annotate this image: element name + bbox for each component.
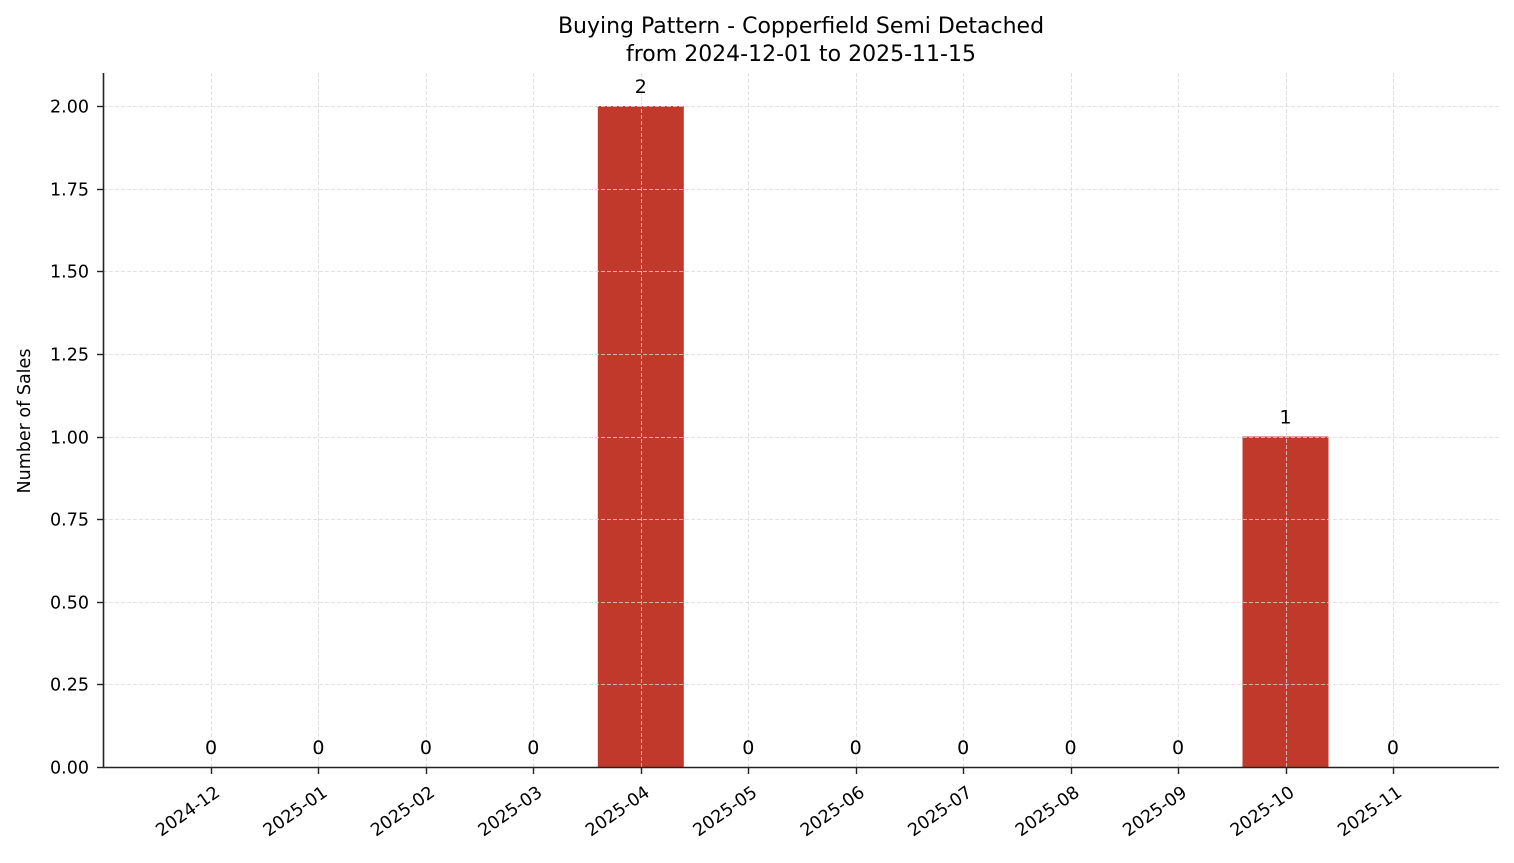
bar-value-label: 0: [420, 737, 432, 759]
x-tick-label: 2025-01: [260, 783, 331, 841]
y-axis-ticks: 0.00 0.25 0.50 0.75 1.00 1.25 1.50 1.75 2.00: [50, 98, 103, 779]
bar-value-labels: 0 0 0 0 2 0 0 0 0 0 1 0: [205, 76, 1399, 759]
x-tick-label: 2025-05: [690, 783, 761, 841]
bar-value-label: 0: [850, 737, 862, 759]
bar-value-label: 0: [312, 737, 324, 759]
bar-value-label: 0: [527, 737, 539, 759]
chart-subtitle: from 2024-12-01 to 2025-11-15: [626, 42, 976, 67]
x-tick-label: 2025-08: [1012, 783, 1083, 841]
bar-value-label: 0: [1387, 737, 1399, 759]
bar-value-label: 2: [635, 76, 647, 98]
x-tick-label: 2025-06: [797, 783, 868, 841]
x-tick-label: 2025-10: [1227, 783, 1298, 841]
bar-value-label: 0: [742, 737, 754, 759]
x-axis-ticks: 2024-12 2025-01 2025-02 2025-03 2025-04 2025-…: [152, 767, 1406, 841]
x-tick-label: 2025-03: [475, 783, 546, 841]
y-tick-label: 0.75: [50, 511, 89, 531]
bars: [597, 106, 1329, 768]
y-tick-label: 1.75: [50, 181, 89, 201]
y-tick-label: 1.00: [50, 429, 89, 449]
x-tick-label: 2025-09: [1120, 783, 1191, 841]
bar-2025-04: [597, 106, 684, 768]
horizontal-gridlines: [103, 106, 1499, 685]
y-axis-label: Number of Sales: [15, 349, 35, 494]
bar-2025-10: [1242, 436, 1329, 767]
bar-value-label: 0: [1172, 737, 1184, 759]
x-tick-label: 2025-07: [905, 783, 976, 841]
y-tick-label: 2.00: [50, 98, 89, 118]
x-tick-label: 2025-11: [1334, 783, 1405, 841]
x-tick-label: 2025-02: [367, 783, 438, 841]
chart-title: Buying Pattern - Copperfield Semi Detach…: [558, 14, 1044, 39]
bar-value-label: 0: [1065, 737, 1077, 759]
y-tick-label: 0.00: [50, 759, 89, 779]
bar-value-label: 1: [1279, 407, 1291, 429]
y-tick-label: 1.50: [50, 263, 89, 283]
bar-value-label: 0: [205, 737, 217, 759]
vertical-gridlines: [211, 73, 1394, 767]
x-tick-label: 2024-12: [152, 783, 223, 841]
y-tick-label: 0.50: [50, 594, 89, 614]
x-tick-label: 2025-04: [582, 783, 653, 841]
bar-value-label: 0: [957, 737, 969, 759]
y-tick-label: 0.25: [50, 676, 89, 696]
y-tick-label: 1.25: [50, 346, 89, 366]
